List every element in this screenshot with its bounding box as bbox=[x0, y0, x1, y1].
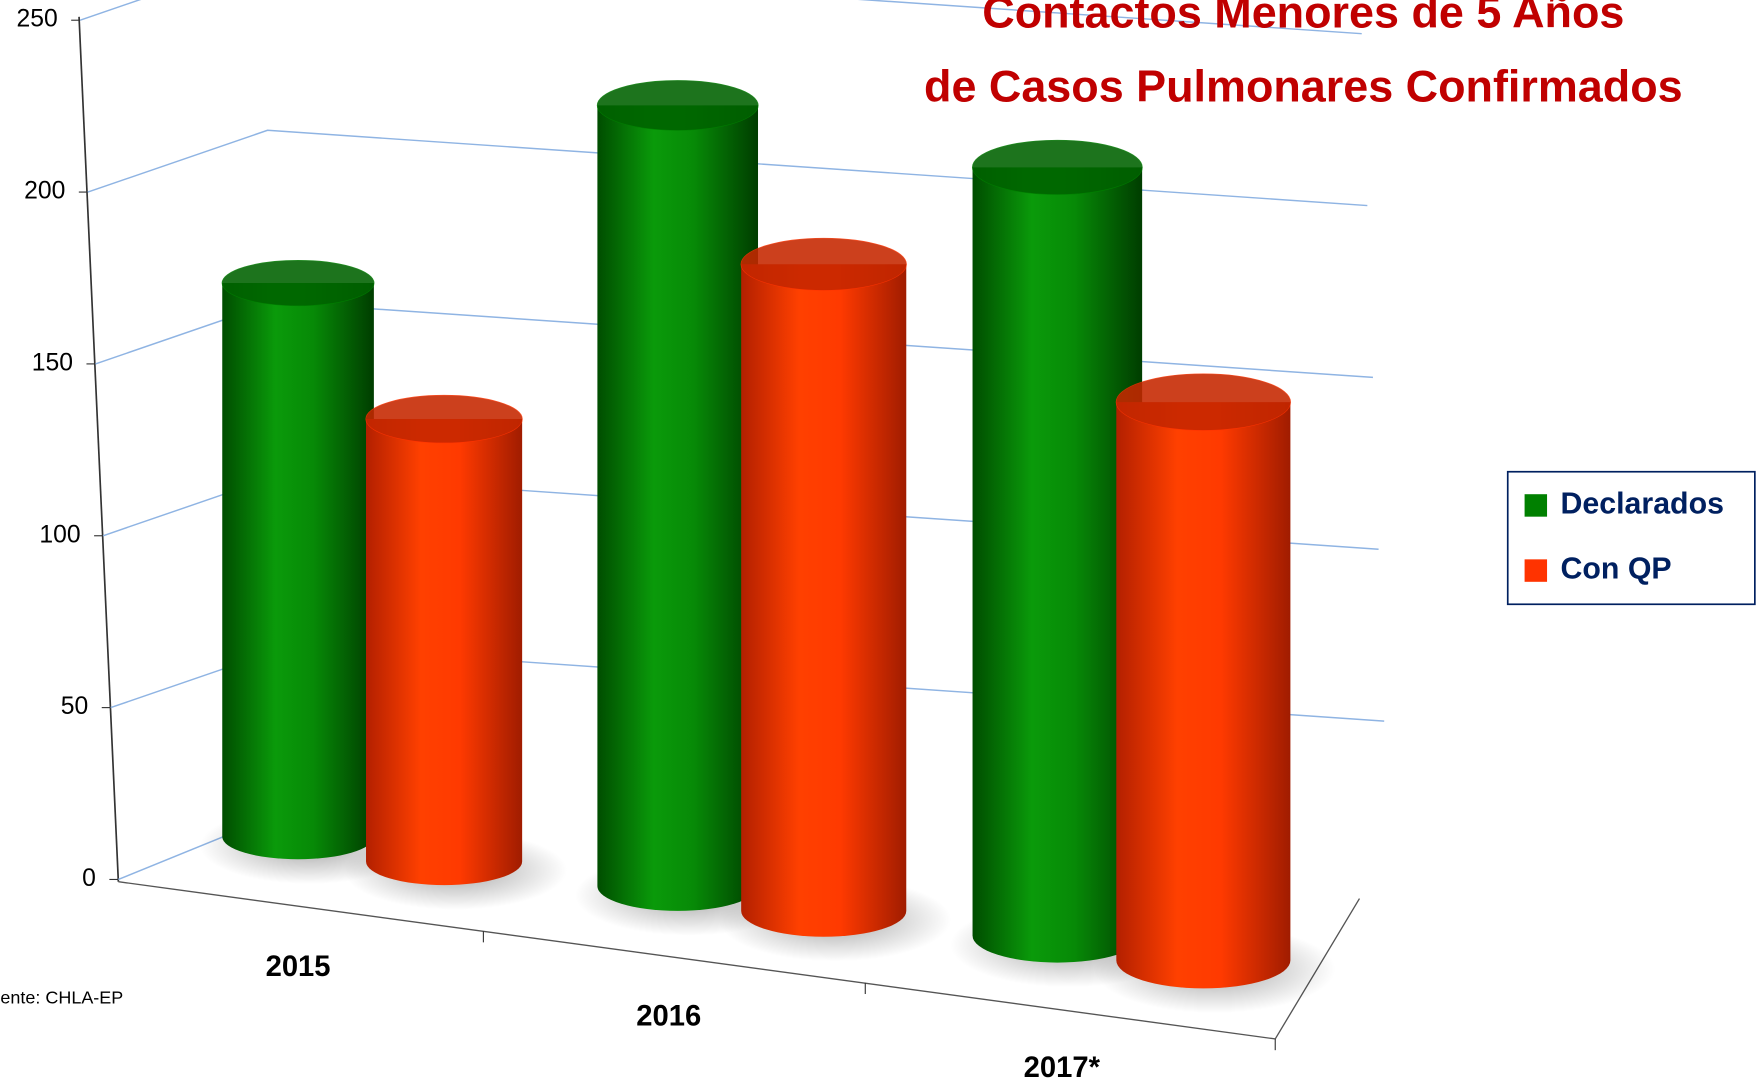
bar-top bbox=[971, 139, 1143, 195]
bar-top bbox=[365, 394, 523, 444]
legend bbox=[1506, 470, 1756, 606]
bar-top-shade bbox=[1116, 374, 1291, 431]
x-tick-label: 2015 bbox=[266, 951, 331, 983]
y-tick-label: 200 bbox=[24, 178, 65, 205]
chart-title: de Casos Pulmonares Confirmados bbox=[924, 61, 1683, 112]
bar bbox=[366, 419, 523, 886]
bar-top-shade bbox=[222, 260, 374, 306]
bar bbox=[222, 283, 374, 860]
y-tick-label: 50 bbox=[61, 693, 88, 720]
bar-top-shade bbox=[366, 395, 523, 443]
bar-top-shade bbox=[597, 80, 759, 131]
y-tick-label: 0 bbox=[82, 865, 96, 892]
legend-label: Con QP bbox=[1561, 553, 1672, 586]
bar-top bbox=[596, 80, 759, 131]
bar-top-shade bbox=[972, 140, 1143, 195]
x-tick-label: 2017* bbox=[1024, 1052, 1101, 1084]
chart-title: Contactos Menores de 5 Años bbox=[982, 0, 1624, 38]
y-axis bbox=[78, 16, 120, 882]
bar-top bbox=[1115, 373, 1291, 431]
y-tick-label: 100 bbox=[39, 521, 80, 548]
source-note: ente: CHLA-EP bbox=[0, 987, 123, 1007]
bar bbox=[741, 264, 907, 937]
bar-top-shade bbox=[741, 238, 907, 291]
bar-top bbox=[740, 237, 907, 291]
y-tick-label: 150 bbox=[32, 349, 73, 376]
y-tick-label: 250 bbox=[16, 6, 57, 33]
legend-swatch bbox=[1524, 494, 1548, 517]
floor-edge bbox=[118, 881, 1361, 1040]
bar bbox=[597, 105, 759, 911]
bar-top bbox=[221, 260, 375, 307]
legend-swatch bbox=[1524, 559, 1548, 582]
bar bbox=[1116, 402, 1291, 989]
legend-label: Declarados bbox=[1561, 487, 1724, 520]
bar bbox=[972, 167, 1143, 963]
grid-line bbox=[79, 0, 1362, 35]
x-tick-label: 2016 bbox=[636, 1000, 701, 1032]
